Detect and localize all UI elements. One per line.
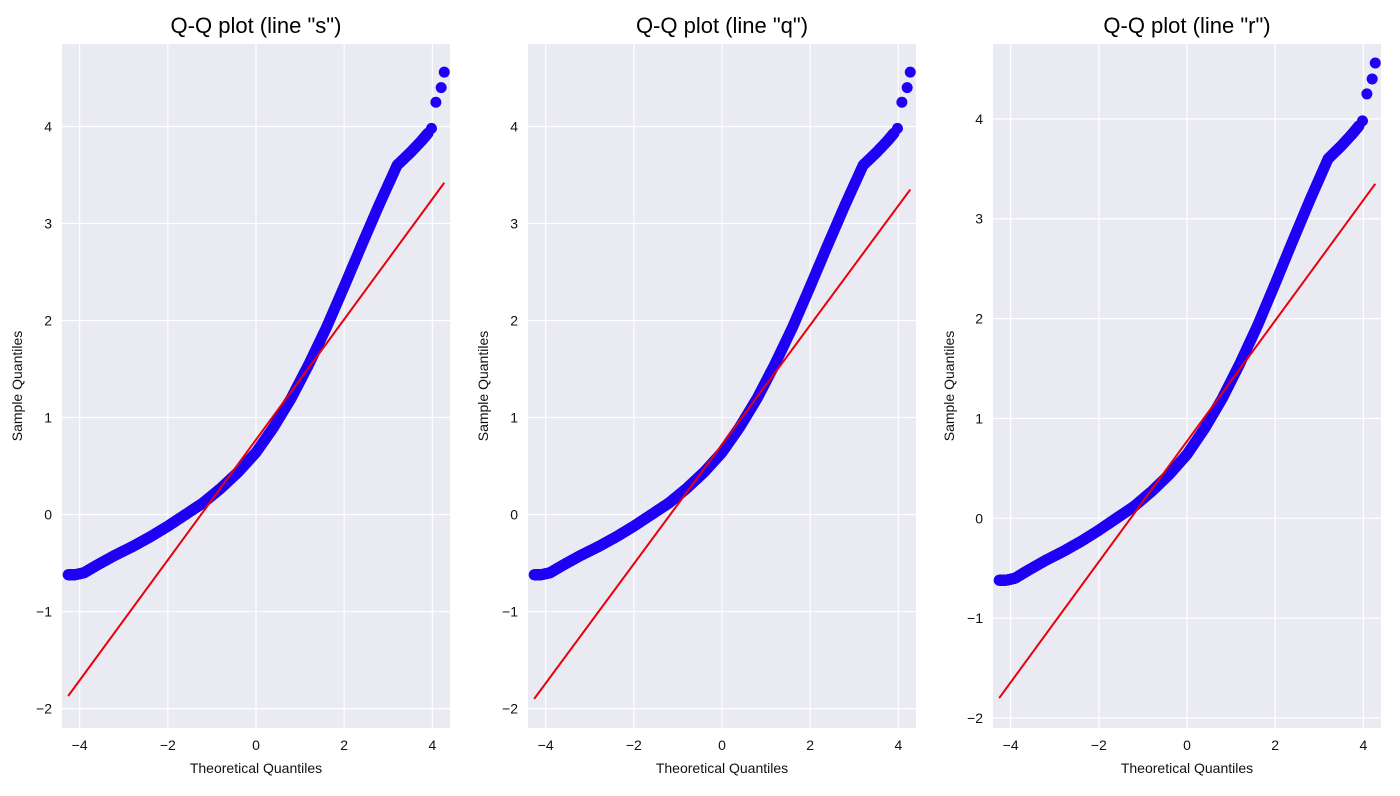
panel-line-q: Q-Q plot (line "q") −4 −2 0 2 4 −2 −1 0 1 2 3 4 Th… xyxy=(475,13,916,776)
panel-line-r: Q-Q plot (line "r") −4 −2 0 2 4 −2 −1 0 1 2 3 4 Th… xyxy=(941,13,1381,776)
y-tick-label: −2 xyxy=(36,701,52,717)
x-axis-label: Theoretical Quantiles xyxy=(1121,760,1253,776)
sample-points xyxy=(993,57,1381,586)
y-tick-label: 0 xyxy=(44,507,52,523)
y-tick-label: 1 xyxy=(975,410,983,426)
data-point xyxy=(891,122,903,134)
data-point xyxy=(425,122,437,134)
y-axis-label: Sample Quantiles xyxy=(9,331,25,442)
y-tick-label: 3 xyxy=(510,215,518,231)
x-tick-label: 4 xyxy=(1359,737,1367,753)
y-tick-label: 0 xyxy=(510,507,518,523)
y-tick-label: 0 xyxy=(975,510,983,526)
x-tick-label: −2 xyxy=(1091,737,1107,753)
panel-line-s: Q-Q plot (line "s") −4 −2 0 2 4 −2 −1 0 1 2 3 4 Th… xyxy=(9,13,450,776)
y-tick-label: −2 xyxy=(967,710,983,726)
data-point xyxy=(1369,57,1381,69)
y-tick-labels: −2 −1 0 1 2 3 4 xyxy=(36,118,52,716)
data-point xyxy=(430,96,442,108)
x-tick-label: 4 xyxy=(428,737,436,753)
grid-lines xyxy=(993,44,1381,728)
y-tick-label: −1 xyxy=(502,604,518,620)
data-point xyxy=(438,66,450,78)
reference-line xyxy=(998,183,1377,699)
panel-title: Q-Q plot (line "s") xyxy=(171,13,342,38)
y-axis-label: Sample Quantiles xyxy=(475,331,491,442)
x-tick-label: 2 xyxy=(340,737,348,753)
data-point xyxy=(435,82,447,94)
y-tick-label: −1 xyxy=(967,610,983,626)
x-tick-labels: −4 −2 0 2 4 xyxy=(538,737,903,753)
data-point xyxy=(896,96,908,108)
x-tick-labels: −4 −2 0 2 4 xyxy=(72,737,437,753)
y-tick-labels: −2 −1 0 1 2 3 4 xyxy=(502,118,518,716)
data-point xyxy=(901,82,913,94)
y-tick-labels: −2 −1 0 1 2 3 4 xyxy=(967,111,983,726)
x-tick-label: 2 xyxy=(806,737,814,753)
y-tick-label: 3 xyxy=(44,215,52,231)
x-tick-label: −2 xyxy=(160,737,176,753)
reference-line-segment xyxy=(533,188,912,700)
y-tick-label: 4 xyxy=(975,111,983,127)
data-point xyxy=(1366,73,1378,85)
x-axis-label: Theoretical Quantiles xyxy=(656,760,788,776)
y-tick-label: 2 xyxy=(975,311,983,327)
x-tick-label: −2 xyxy=(626,737,642,753)
grid-lines xyxy=(528,44,916,728)
y-tick-label: 1 xyxy=(44,410,52,426)
y-tick-label: −1 xyxy=(36,604,52,620)
reference-line xyxy=(67,182,446,697)
y-tick-label: 2 xyxy=(44,313,52,329)
x-tick-label: −4 xyxy=(72,737,88,753)
x-tick-label: 2 xyxy=(1271,737,1279,753)
x-tick-label: 0 xyxy=(252,737,260,753)
x-tick-label: 4 xyxy=(894,737,902,753)
data-point xyxy=(1361,88,1373,100)
reference-line-segment xyxy=(998,183,1377,699)
data-point xyxy=(1356,115,1368,127)
reference-line xyxy=(533,188,912,700)
y-tick-label: 3 xyxy=(975,211,983,227)
y-tick-label: 2 xyxy=(510,313,518,329)
panel-title: Q-Q plot (line "r") xyxy=(1103,13,1270,38)
grid-lines xyxy=(62,44,450,728)
x-tick-label: 0 xyxy=(718,737,726,753)
y-tick-label: −2 xyxy=(502,701,518,717)
y-tick-label: 4 xyxy=(510,118,518,134)
y-tick-label: 1 xyxy=(510,410,518,426)
y-axis-label: Sample Quantiles xyxy=(941,331,957,442)
data-point xyxy=(904,66,916,78)
x-tick-label: −4 xyxy=(1003,737,1019,753)
x-tick-label: 0 xyxy=(1183,737,1191,753)
panel-title: Q-Q plot (line "q") xyxy=(636,13,808,38)
x-axis-label: Theoretical Quantiles xyxy=(190,760,322,776)
x-tick-labels: −4 −2 0 2 4 xyxy=(1003,737,1368,753)
reference-line-segment xyxy=(67,182,446,697)
y-tick-label: 4 xyxy=(44,118,52,134)
x-tick-label: −4 xyxy=(538,737,554,753)
